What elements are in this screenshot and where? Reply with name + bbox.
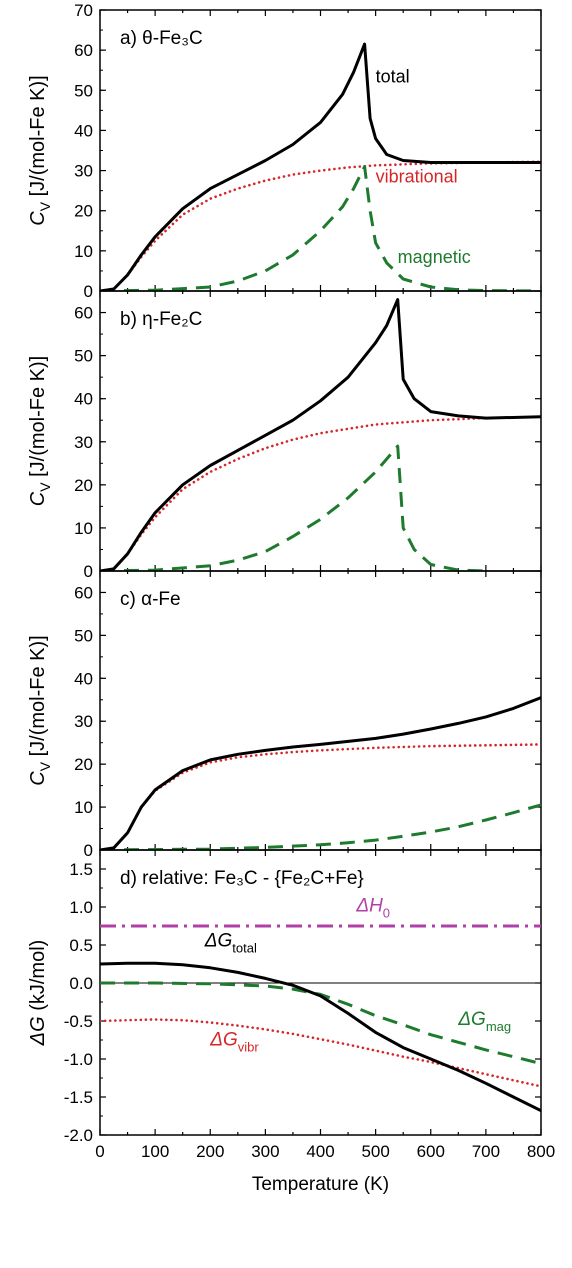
x-tick-label: 300 [251,1142,279,1161]
series-vibrational-line [100,1018,541,1088]
y-axis-label-main: C [27,211,49,226]
y-axis-label-sub: V [37,761,53,771]
y-tick-label: 20 [74,202,93,221]
plot-frame [99,570,542,851]
annotation-magnetic: magnetic [398,247,471,267]
x-tick-label: 400 [306,1142,334,1161]
y-tick-label: 0.5 [69,936,93,955]
y-tick-label: 60 [74,41,93,60]
y-tick-label: -0.5 [64,1012,93,1031]
panel-c: 0 10 20 30 40 50 60 c) α-Fe CV [J/(mol-Fe K)] [27,570,542,860]
y-tick-label: -2.0 [64,1126,93,1145]
panel-b: 0 10 20 30 40 50 60 b) η-Fe₂C CV [J/(mol-Fe K)] [27,290,542,581]
y-axis-label: CV [J/(mol-Fe K)] [27,75,53,225]
panel-d: -2.0 -1.5 -1.0 -0.5 0.0 0.5 1.0 1.5 d) relative:… [27,849,555,1195]
annotation-main: ΔG [457,1009,486,1030]
annotation-sub: mag [486,1019,511,1034]
plot-frame [99,9,542,292]
series-total-line [100,961,541,1113]
annotation-total: total [376,66,410,86]
x-axis-label: Temperature (K) [252,1174,389,1195]
y-axis-label-unit: (kJ/mol) [27,940,49,1017]
y-tick-label: 1.0 [69,898,93,917]
series-vibrational-line [100,743,541,850]
y-tick-label: 50 [74,81,93,100]
y-tick-label: 40 [74,390,93,409]
series-vibrational-line [100,415,541,571]
annotation-vibrational: ΔGvibr [209,1029,259,1054]
x-tick-label: 0 [95,1142,104,1161]
y-tick-label: 50 [74,626,93,645]
panel-label: a) θ-Fe₃C [120,28,203,49]
annotation-vibrational: vibrational [376,167,458,187]
y-tick-label: 30 [74,433,93,452]
annotation-enthalpy: ΔH0 [355,896,390,921]
y-axis-label-sub: V [37,201,53,211]
annotation-sub: 0 [383,906,390,921]
x-tick-label: 600 [417,1142,445,1161]
y-axis-label: ΔG (kJ/mol) [27,940,49,1047]
plot-frame [99,849,542,1136]
panel-label: c) α-Fe [120,589,181,610]
annotation-main: ΔG [209,1029,238,1050]
y-tick-label: -1.0 [64,1050,93,1069]
y-axis-label-unit: [J/(mol-Fe K)] [27,75,49,202]
y-axis-label-main: C [27,771,49,786]
y-tick-label: 40 [74,669,93,688]
y-tick-label: 0 [84,562,93,581]
annotation-sub: total [232,941,257,956]
y-axis-label: CV [J/(mol-Fe K)] [27,635,53,785]
annotation-main: ΔH [355,896,383,917]
y-axis-label-unit: [J/(mol-Fe K)] [27,635,49,762]
plot-frame [99,290,542,572]
y-tick-label: 1.5 [69,860,93,879]
y-tick-label: 10 [74,242,93,261]
y-tick-label: 0 [84,841,93,860]
annotation-sub: vibr [238,1039,260,1054]
y-tick-label: 30 [74,712,93,731]
y-tick-label: 30 [74,162,93,181]
x-tick-label: 200 [196,1142,224,1161]
y-tick-label: 50 [74,347,93,366]
y-axis-label-sub: V [37,482,53,492]
annotation-main: ΔG [204,931,233,952]
y-tick-label: 10 [74,519,93,538]
series-total-line [100,42,541,291]
x-tick-label: 800 [527,1142,555,1161]
y-tick-label: 10 [74,798,93,817]
annotation-magnetic: ΔGmag [457,1009,511,1034]
y-tick-label: -1.5 [64,1088,93,1107]
series-magnetic-line [100,444,486,571]
annotation-total: ΔGtotal [204,931,257,956]
panel-label: b) η-Fe₂C [120,309,202,330]
series-magnetic-line [100,981,541,1066]
y-tick-label: 0 [84,282,93,301]
x-tick-label: 500 [361,1142,389,1161]
x-tick-label: 100 [141,1142,169,1161]
x-tick-label: 700 [472,1142,500,1161]
series-magnetic-line [100,803,541,850]
y-tick-label: 40 [74,121,93,140]
y-tick-label: 70 [74,1,93,20]
y-axis-label-unit: [J/(mol-Fe K)] [27,356,49,483]
y-tick-label: 0.0 [69,974,93,993]
panel-a: 0 10 20 30 40 50 60 70 a) θ-Fe₃C total vibrational… [27,1,542,301]
series-magnetic-line [100,165,541,291]
y-tick-label: 20 [74,476,93,495]
y-axis-label-main: C [27,491,49,506]
series-total-line [100,298,541,571]
y-tick-label: 60 [74,304,93,323]
y-axis-label-main: ΔG [27,1016,49,1046]
panel-label: d) relative: Fe₃C - {Fe₂C+Fe} [120,868,364,889]
y-axis-label: CV [J/(mol-Fe K)] [27,356,53,506]
y-tick-label: 60 [74,583,93,602]
y-tick-label: 20 [74,755,93,774]
series-total-line [100,696,541,850]
